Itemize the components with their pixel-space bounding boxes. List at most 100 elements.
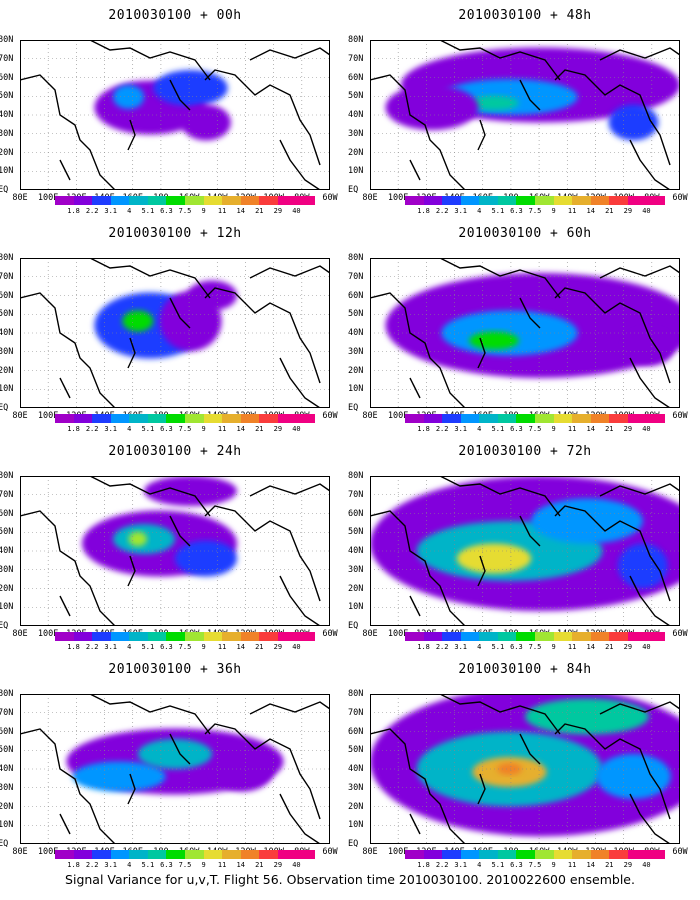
latitude-label: 20N <box>0 583 14 594</box>
coastline <box>59 159 71 181</box>
panel-title: 2010030100 + 12h <box>108 226 242 241</box>
latitude-label: 10N <box>0 384 14 395</box>
legend-swatch <box>479 196 499 205</box>
latitude-label: 40N <box>348 328 364 338</box>
map-frame <box>20 258 330 408</box>
legend-swatch <box>460 850 480 859</box>
coastline <box>279 139 321 190</box>
coastline <box>439 694 561 735</box>
latitude-label: 40N <box>348 764 364 774</box>
legend-label: 29 <box>273 643 283 651</box>
coastline <box>20 74 116 190</box>
legend-label: 2.2 <box>435 425 449 433</box>
legend-swatch <box>590 414 610 423</box>
latitude-label: 10N <box>0 602 14 613</box>
latitude-label: 20N <box>348 365 364 376</box>
variance-shading <box>531 498 643 544</box>
legend-label: 5.1 <box>491 861 505 869</box>
latitude-label: EQ <box>0 839 9 849</box>
variance-shading <box>497 763 522 775</box>
coastline <box>127 555 136 587</box>
map-canvas <box>370 258 680 408</box>
latitude-label: 40N <box>0 764 14 774</box>
coastline <box>370 510 466 626</box>
latitude-label: 30N <box>0 128 14 139</box>
legend-swatch <box>129 414 149 423</box>
legend-swatch <box>129 632 149 641</box>
legend-label: 2.2 <box>85 643 99 651</box>
legend-label: 1.8 <box>417 861 430 869</box>
legend-label: 11 <box>217 425 227 433</box>
legend-swatch <box>203 196 223 205</box>
legend-swatch <box>572 196 592 205</box>
latitude-label: 60N <box>348 508 364 519</box>
map-panel: 2010030100 + 84h 80N 70N 60N 50N 40N 30N 20N 10N… <box>348 654 700 872</box>
latitude-label: 80N <box>348 253 364 263</box>
legend-swatch <box>110 632 130 641</box>
legend-swatch <box>296 850 316 859</box>
legend-swatch <box>185 196 205 205</box>
latitude-label: EQ <box>348 403 359 413</box>
latitude-label: 60N <box>348 72 364 83</box>
legend-swatch <box>609 196 629 205</box>
legend-label: 11 <box>567 643 577 651</box>
coastline <box>629 139 671 190</box>
latitude-label: 40N <box>0 546 14 556</box>
color-legend: 1.8 2.2 3.1 4 5.1 6.3 7.5 9 11 14 21 29 40 <box>405 196 666 216</box>
coastline <box>629 793 671 844</box>
legend-label: 2.2 <box>85 861 99 869</box>
latitude-label: 20N <box>0 365 14 376</box>
legend-swatch <box>222 850 242 859</box>
legend-swatch <box>55 632 75 641</box>
legend-label: 4 <box>477 861 482 869</box>
latitude-label: 80N <box>348 471 364 481</box>
latitude-label: 40N <box>348 110 364 120</box>
latitude-label: 60N <box>0 72 14 83</box>
legend-swatch <box>646 196 666 205</box>
legend-label: 3.1 <box>104 207 118 215</box>
legend-swatch <box>166 414 186 423</box>
coastline <box>279 575 321 626</box>
map-canvas <box>370 40 680 190</box>
legend-swatch <box>296 414 316 423</box>
legend-swatch <box>646 414 666 423</box>
panel-title: 2010030100 + 00h <box>108 8 242 23</box>
latitude-label: 50N <box>348 745 364 756</box>
variance-shading <box>72 761 166 792</box>
legend-swatch <box>516 632 536 641</box>
legend-label: 5.1 <box>491 643 505 651</box>
latitude-label: 60N <box>0 290 14 301</box>
coastline <box>370 292 466 408</box>
latitude-label: 50N <box>0 91 14 102</box>
legend-label: 40 <box>642 643 651 651</box>
legend-swatch <box>442 632 462 641</box>
latitude-label: 70N <box>0 707 14 718</box>
latitude-label: 30N <box>348 346 364 357</box>
coastline <box>477 773 486 805</box>
longitude-label: 60W <box>672 629 688 639</box>
legend-swatch <box>516 414 536 423</box>
legend-swatch <box>147 196 167 205</box>
coastline <box>439 40 561 81</box>
latitude-label: 20N <box>0 147 14 158</box>
color-legend: 1.8 2.2 3.1 4 5.1 6.3 7.5 9 11 14 21 29 40 <box>55 850 316 870</box>
coastline <box>89 258 211 299</box>
legend-swatch <box>259 414 279 423</box>
legend-label: 1.8 <box>67 207 80 215</box>
coastline <box>249 701 330 715</box>
latitude-label: 50N <box>0 745 14 756</box>
legend-label: 9 <box>551 643 556 651</box>
legend-swatch <box>73 196 93 205</box>
legend-label: 6.3 <box>510 207 523 215</box>
legend-swatch <box>185 850 205 859</box>
legend-label: 1.8 <box>417 425 430 433</box>
legend-swatch <box>277 632 297 641</box>
legend-swatch <box>627 632 647 641</box>
legend-label: 4 <box>127 861 132 869</box>
legend-swatch <box>646 850 666 859</box>
legend-swatch <box>553 414 573 423</box>
legend-swatch <box>423 414 443 423</box>
color-legend: 1.8 2.2 3.1 4 5.1 6.3 7.5 9 11 14 21 29 40 <box>55 632 316 652</box>
coastline <box>169 297 191 329</box>
coastline <box>439 476 561 517</box>
